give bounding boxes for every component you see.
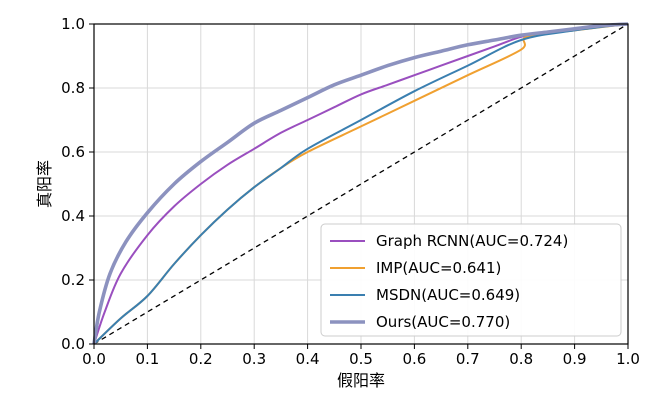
reference-line	[93, 23, 629, 345]
legend-box	[320, 223, 622, 337]
x-tick-label: 0.6	[402, 350, 426, 368]
x-tick-label: 0.4	[296, 350, 320, 368]
legend-label: Graph RCNN(AUC=0.724)	[376, 232, 568, 250]
y-tick-label: 0.2	[61, 271, 85, 289]
x-tick-label: 0.5	[349, 350, 373, 368]
y-axis-label: 真阳率	[35, 160, 54, 208]
x-tick-label: 0.9	[563, 350, 587, 368]
x-tick-label: 1.0	[616, 350, 640, 368]
y-tick-label: 0.0	[61, 335, 85, 353]
x-tick-label: 0.3	[242, 350, 266, 368]
x-tick-label: 0.1	[135, 350, 159, 368]
x-tick-label: 0.7	[456, 350, 480, 368]
x-tick-label: 0.0	[82, 350, 106, 368]
legend: Graph RCNN(AUC=0.724) IMP(AUC=0.641) MSDN(…	[320, 223, 622, 337]
y-tick-label: 0.4	[61, 207, 85, 225]
x-tick-label: 0.2	[189, 350, 213, 368]
y-tick-label: 0.6	[61, 143, 85, 161]
y-tick-label: 0.8	[61, 79, 85, 97]
series-line-2	[93, 23, 629, 345]
legend-label: Ours(AUC=0.770)	[376, 313, 510, 331]
y-tick-label: 1.0	[61, 15, 85, 33]
series-lines	[92, 22, 629, 345]
legend-label: IMP(AUC=0.641)	[376, 259, 501, 277]
reference-diagonal	[93, 23, 629, 345]
series-line-3	[92, 22, 629, 345]
legend-label: MSDN(AUC=0.649)	[376, 286, 520, 304]
x-axis-label: 假阳率	[337, 371, 385, 390]
ticks: 0.0 0.1 0.2 0.3 0.4 0.5 0.6 0.7 0.8 0.9 1.0 0.0 0.2 0…	[61, 15, 640, 368]
x-tick-label: 0.8	[509, 350, 533, 368]
